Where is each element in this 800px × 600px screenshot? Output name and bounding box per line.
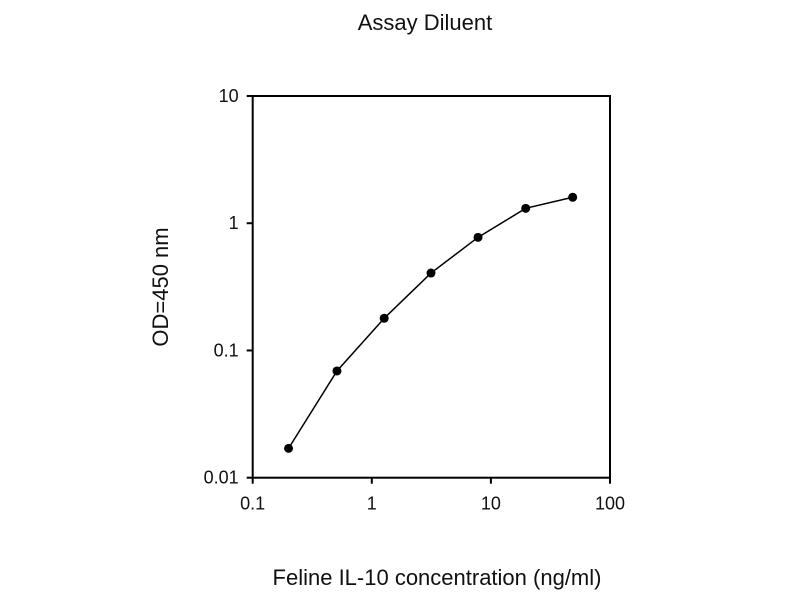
chart-title: Assay Diluent [358, 10, 493, 35]
data-point [332, 366, 342, 376]
series-line [287, 196, 573, 449]
x-tick-label: 10 [481, 494, 501, 514]
data-point [284, 443, 294, 453]
y-tick-label: 10 [219, 86, 239, 106]
data-point [473, 232, 483, 242]
x-tick-label: 1 [367, 494, 377, 514]
x-axis-label: Feline IL-10 concentration (ng/ml) [273, 565, 602, 590]
y-tick-label: 0.01 [204, 468, 239, 488]
series-marks [284, 192, 578, 453]
data-point [568, 192, 578, 202]
data-point [426, 268, 436, 278]
plot-frame [251, 95, 611, 479]
x-tick-label: 0.1 [240, 494, 265, 514]
data-point [379, 313, 389, 323]
y-tick-label: 1 [229, 213, 239, 233]
x-tick-label: 100 [595, 494, 625, 514]
data-point [521, 203, 531, 213]
y-tick-label: 0.1 [214, 340, 239, 360]
y-axis-label: OD=450 nm [148, 227, 173, 346]
